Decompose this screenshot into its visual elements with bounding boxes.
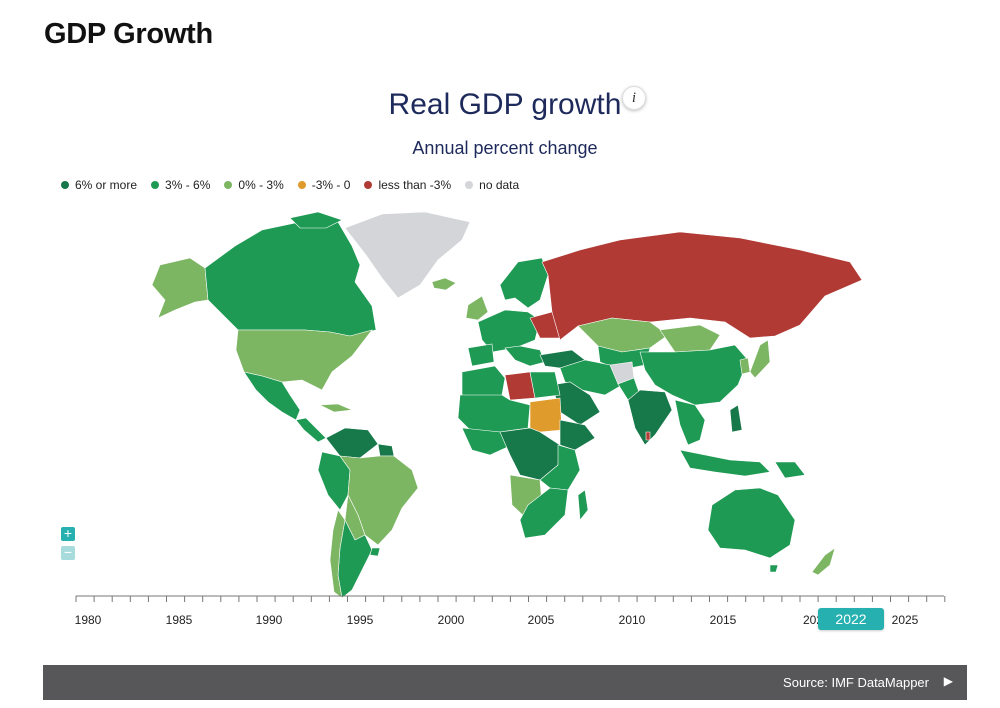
region-philippines [729,404,743,433]
region-ethiopia-horn [559,419,596,451]
legend: 6% or more 3% - 6% 0% - 3% -3% - 0 less … [61,178,519,192]
legend-label: 0% - 3% [238,178,284,192]
legend-label: less than -3% [378,178,452,192]
region-korea [739,357,751,375]
tick-label[interactable]: 2005 [528,613,555,627]
region-sahel [457,394,531,433]
region-iceland [431,277,457,291]
timeline-slider[interactable]: 1980 1985 1990 1995 2000 2005 2010 2015 … [0,590,1000,635]
region-png [774,461,806,479]
tick-label[interactable]: 2015 [710,613,737,627]
world-map[interactable] [0,200,1000,605]
region-australia [707,487,796,559]
legend-item-neg3-to-0[interactable]: -3% - 0 [297,178,351,192]
region-guyanas [377,443,395,457]
source-bar[interactable]: Source: IMF DataMapper ▶ [43,665,967,700]
selected-year-handle[interactable]: 2022 [818,608,884,630]
page-title: GDP Growth [44,18,213,50]
region-uruguay [369,547,381,557]
tick-label[interactable]: 1990 [256,613,283,627]
region-canada [204,221,377,337]
region-central-america [295,417,327,443]
legend-item-no-data[interactable]: no data [465,178,519,192]
timeline-labels: 1980 1985 1990 1995 2000 2005 2010 2015 … [75,613,919,627]
region-southern-africa [519,487,569,539]
region-uk-ireland [465,295,489,321]
tick-label[interactable]: 1995 [347,613,374,627]
timeline-ticks [75,596,946,602]
zoom-out-button[interactable]: − [61,545,75,560]
legend-item-0-to-3[interactable]: 0% - 3% [224,178,284,192]
region-west-africa [461,427,513,456]
country-shapes[interactable] [151,211,863,599]
region-egypt [529,371,561,399]
region-sudan [529,397,563,433]
legend-swatch [224,181,233,189]
region-western-europe [477,309,541,353]
region-new-zealand [811,547,836,576]
region-se-asia-mainland [674,399,706,446]
legend-label: 3% - 6% [165,178,211,192]
region-colombia-venezuela [325,427,379,459]
region-madagascar [577,489,589,521]
play-arrow-icon[interactable]: ▶ [943,674,953,688]
region-tasmania [769,564,779,573]
legend-swatch [364,181,373,189]
tick-label[interactable]: 2010 [619,613,646,627]
legend-item-6-or-more[interactable]: 6% or more [61,178,137,192]
region-italy-balkans [504,345,546,367]
region-canada-islands [289,211,343,229]
tick-label[interactable]: 2000 [438,613,465,627]
region-indonesia [679,449,771,477]
legend-item-3-to-6[interactable]: 3% - 6% [151,178,210,192]
map-title: Real GDP growth [388,88,622,121]
zoom-in-button[interactable]: + [61,526,75,541]
region-india [627,389,673,446]
legend-swatch [151,181,160,189]
region-caribbean [318,403,354,413]
tick-label[interactable]: 2025 [892,613,919,627]
legend-label: 6% or more [75,178,138,192]
region-chile [329,509,346,599]
tick-label[interactable]: 1985 [166,613,193,627]
region-mongolia [659,324,721,353]
source-label[interactable]: Source: IMF DataMapper [783,675,929,690]
region-mexico [243,371,301,421]
legend-label: -3% - 0 [311,178,351,192]
region-alaska [151,257,209,319]
info-icon[interactable]: i [622,86,646,110]
map-subtitle: Annual percent change [412,138,598,158]
legend-label: no data [479,178,520,192]
region-kazakhstan [577,317,669,353]
region-libya [504,371,536,401]
region-scandinavia [499,257,549,309]
tick-label[interactable]: 1980 [75,613,102,627]
region-sri-lanka [645,431,651,441]
legend-swatch [61,181,69,189]
legend-swatch [465,181,474,189]
region-russia [541,231,863,341]
region-japan [749,339,771,379]
region-greenland [344,211,471,299]
legend-swatch [297,181,306,189]
region-iberia [467,343,495,367]
legend-item-less-than-neg3[interactable]: less than -3% [364,178,451,192]
region-china [639,344,749,406]
